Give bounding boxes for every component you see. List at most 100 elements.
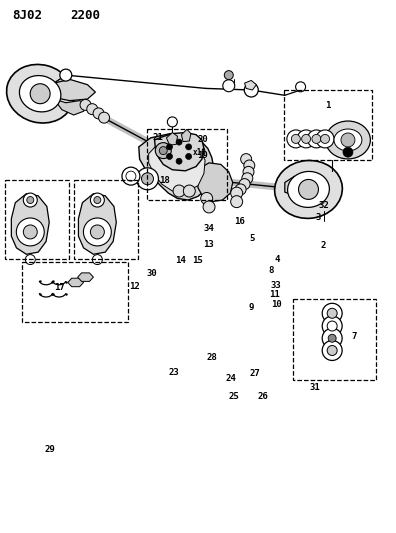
Text: 25: 25 [228,392,239,401]
Circle shape [296,82,306,92]
Text: 9: 9 [249,303,254,312]
Circle shape [287,130,305,148]
Text: x10: x10 [193,148,207,157]
Circle shape [99,112,110,123]
Circle shape [341,133,355,147]
Polygon shape [68,278,84,287]
Circle shape [316,130,334,148]
Polygon shape [181,130,191,142]
Polygon shape [154,133,204,171]
Text: 16: 16 [234,217,245,226]
Text: 11: 11 [269,290,280,299]
Ellipse shape [334,129,362,151]
Circle shape [224,71,233,79]
Circle shape [186,154,192,159]
Circle shape [299,180,318,199]
Ellipse shape [19,76,61,112]
Circle shape [137,168,158,190]
Circle shape [159,147,167,155]
Circle shape [241,154,251,165]
Text: 27: 27 [250,369,261,378]
Circle shape [321,134,329,143]
Circle shape [203,201,215,213]
Text: 33: 33 [271,280,282,289]
Circle shape [173,185,185,197]
Text: 10: 10 [272,300,282,309]
Text: 26: 26 [258,392,268,401]
Circle shape [327,308,337,318]
Text: 1: 1 [325,101,330,110]
Circle shape [94,197,101,204]
Polygon shape [166,133,177,146]
Circle shape [297,130,315,148]
Polygon shape [11,193,49,254]
Circle shape [223,80,235,92]
Text: 7: 7 [351,332,356,341]
Circle shape [176,158,182,164]
Ellipse shape [7,64,74,123]
Circle shape [243,166,254,177]
Circle shape [242,173,253,184]
Circle shape [322,316,342,336]
Circle shape [155,143,171,159]
Text: 14: 14 [175,256,186,264]
Circle shape [328,334,336,342]
Text: 13: 13 [203,240,214,249]
Text: 8J02: 8J02 [13,9,42,22]
Circle shape [92,255,102,264]
Circle shape [231,187,243,199]
Text: 6: 6 [92,194,97,203]
Circle shape [322,303,342,323]
Circle shape [231,196,243,208]
Circle shape [93,108,104,119]
Circle shape [168,117,177,127]
Polygon shape [285,176,300,195]
Circle shape [302,134,310,143]
Circle shape [235,184,246,195]
Text: 3: 3 [316,213,321,222]
Circle shape [244,160,255,171]
Circle shape [291,134,300,143]
Circle shape [244,83,258,97]
Polygon shape [139,134,214,200]
Circle shape [25,255,35,264]
Circle shape [176,139,182,145]
Circle shape [23,225,37,239]
Ellipse shape [326,121,370,159]
Text: 24: 24 [225,374,236,383]
Circle shape [312,134,321,143]
Text: 17: 17 [54,283,65,292]
Text: 12: 12 [129,282,139,291]
Circle shape [90,193,105,207]
Circle shape [327,345,337,356]
Text: 32: 32 [319,201,329,210]
Text: 28: 28 [206,353,217,362]
Text: 4: 4 [274,255,280,264]
Circle shape [80,100,91,110]
Polygon shape [54,99,88,115]
Text: 2200: 2200 [70,9,100,22]
Circle shape [126,171,136,181]
Circle shape [166,154,173,159]
Text: 30: 30 [146,269,157,278]
Circle shape [307,130,326,148]
Circle shape [322,341,342,360]
Circle shape [90,225,105,239]
Text: 15: 15 [192,256,203,264]
Circle shape [327,321,337,331]
Circle shape [122,167,140,185]
Circle shape [183,185,195,197]
Circle shape [201,192,213,205]
Text: 23: 23 [169,368,180,377]
Text: 31: 31 [309,383,320,392]
Circle shape [166,144,173,150]
Text: 21: 21 [152,133,163,142]
Circle shape [343,147,353,157]
Text: 20: 20 [197,135,208,144]
Circle shape [60,69,72,81]
Text: 19: 19 [197,151,208,160]
Polygon shape [197,163,233,201]
Polygon shape [54,79,95,101]
Circle shape [239,179,250,190]
Text: 29: 29 [45,446,55,455]
